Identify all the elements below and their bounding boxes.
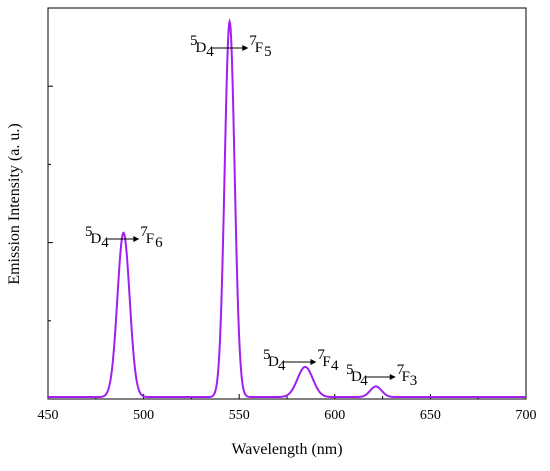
transition-label: 5D4 7F 3 <box>346 362 417 389</box>
transition-arrowhead <box>389 374 396 380</box>
transition-label-part: F <box>322 354 330 370</box>
x-tick-label: 600 <box>324 408 345 423</box>
transition-label: 5D 4 7F 6 <box>85 224 163 251</box>
transition-label: 5D 47F 4 <box>263 347 339 374</box>
transition-label-part: 4 <box>206 44 214 60</box>
transition-arrowhead <box>133 236 140 242</box>
transition-arrowhead <box>242 45 249 51</box>
transition-label-part: 4 <box>278 358 286 374</box>
plot-frame <box>47 7 527 400</box>
x-tick-label: 650 <box>420 408 441 423</box>
transition-label-part: 7 <box>140 224 148 240</box>
transition-label-part: 4 <box>101 235 109 251</box>
transition-label-part: D <box>196 40 207 56</box>
transition-label-part: D <box>91 231 102 247</box>
transition-label-part: D <box>351 369 362 385</box>
transition-label-part: D <box>268 354 279 370</box>
x-tick-label: 550 <box>229 408 250 423</box>
transition-label-part: 5 <box>264 44 272 60</box>
emission-series-line <box>48 17 526 399</box>
transition-label-part: 6 <box>155 235 163 251</box>
transition-label-part: F <box>402 369 410 385</box>
transition-label-part: 5 <box>85 224 93 240</box>
transition-label-part: 7 <box>317 347 325 363</box>
transition-label-part: 7 <box>249 33 257 49</box>
transition-label-part: 4 <box>331 358 339 374</box>
x-tick-label: 500 <box>133 408 154 423</box>
transition-label-part: F <box>146 231 154 247</box>
x-tick-label: 450 <box>38 408 59 423</box>
x-axis-title: Wavelength (nm) <box>231 441 342 458</box>
x-axis-ticks: 450 500 550 600 650 700 <box>38 394 537 423</box>
x-tick-label: 700 <box>516 408 537 423</box>
transition-label: 5D 47F 5 <box>190 33 272 60</box>
y-axis-ticks <box>48 85 53 322</box>
transition-label-part: 7 <box>397 362 405 378</box>
transition-label-part: 4 <box>360 373 368 389</box>
transition-label-part: 3 <box>410 373 418 389</box>
transition-arrowhead <box>310 359 317 365</box>
transition-label-part: 5 <box>346 362 354 378</box>
transition-label-part: 5 <box>263 347 271 363</box>
y-axis-title: Emission Intensity (a. u.) <box>6 123 23 284</box>
transition-label-part: F <box>255 40 263 56</box>
transition-label-part: 5 <box>190 33 198 49</box>
